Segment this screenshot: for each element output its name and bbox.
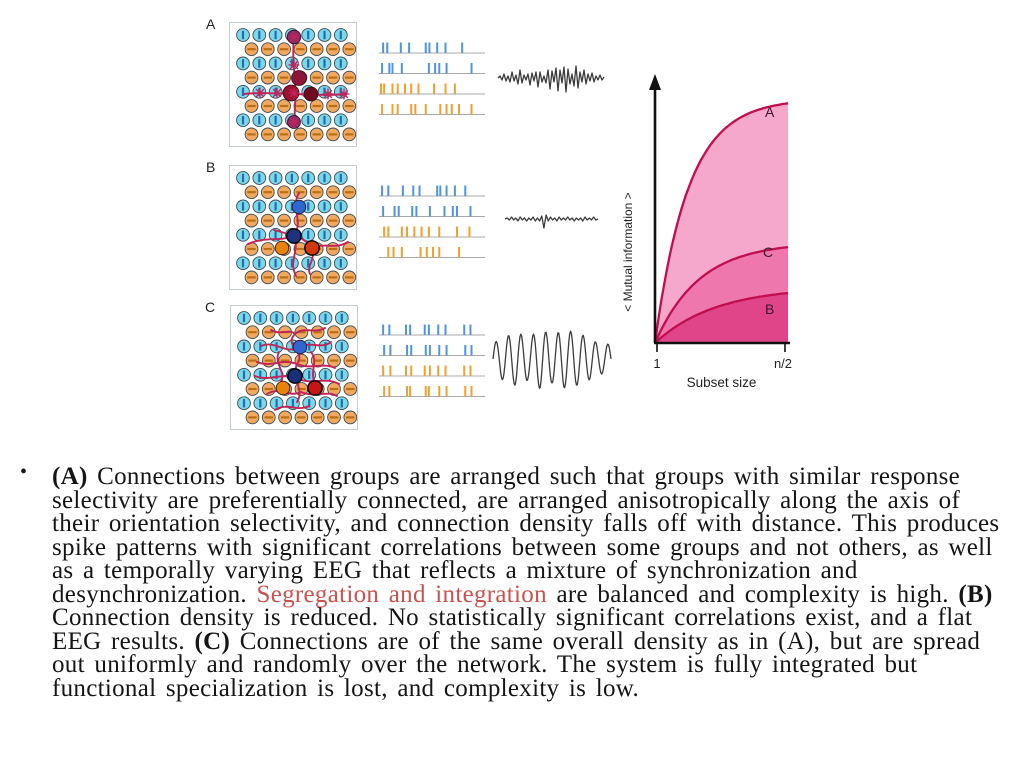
caption-segment: (A) bbox=[52, 463, 88, 490]
caption-segment: are balanced and complexity is high. bbox=[546, 580, 959, 608]
chart-label-c: C bbox=[763, 244, 773, 260]
caption-segment: Connections are of the same overall dens… bbox=[52, 627, 981, 702]
spike-raster-b bbox=[379, 185, 485, 258]
caption-segment: Connection density is reduced. No statis… bbox=[52, 604, 973, 655]
figure-row-c: C bbox=[205, 299, 612, 430]
chart-label-b: B bbox=[765, 301, 774, 317]
network-diagram-a bbox=[229, 22, 357, 147]
chart-label-a: A bbox=[765, 104, 775, 120]
panel-label-a: A bbox=[206, 16, 216, 32]
figure-caption: • (A) Connections between groups are arr… bbox=[0, 455, 1024, 702]
caption-link-segregation-integration: Segregation and integration bbox=[256, 580, 547, 608]
x-axis-label: Subset size bbox=[687, 375, 757, 390]
bullet-marker: • bbox=[20, 461, 28, 483]
spike-raster-c bbox=[379, 324, 485, 397]
mutual-information-chart: A C B 1 n/2 Subset size < Mutual information > bbox=[612, 62, 812, 397]
x-tick-n2: n/2 bbox=[774, 356, 792, 371]
x-tick-1: 1 bbox=[653, 356, 660, 371]
chart-canvas: A C B 1 n/2 Subset size < Mutual information > bbox=[621, 74, 792, 390]
eeg-trace-b bbox=[504, 214, 599, 229]
network-diagram-b bbox=[229, 165, 357, 290]
eeg-trace-a bbox=[497, 65, 605, 93]
caption-segment: (B) bbox=[958, 580, 993, 608]
panel-label-c: C bbox=[205, 299, 216, 315]
caption-text: (A) Connections between groups are arran… bbox=[52, 463, 1010, 702]
panel-label-b: B bbox=[206, 159, 216, 175]
figure-row-a: A bbox=[206, 16, 605, 147]
figure-row-b: B bbox=[206, 159, 599, 290]
spike-raster-a bbox=[379, 42, 485, 115]
y-axis-label: < Mutual information > bbox=[621, 192, 635, 311]
eeg-trace-c bbox=[492, 330, 612, 389]
network-diagram-c bbox=[230, 305, 358, 430]
caption-segment: (C) bbox=[194, 627, 231, 655]
caption-segment: Connections between groups are arranged … bbox=[52, 463, 1000, 608]
